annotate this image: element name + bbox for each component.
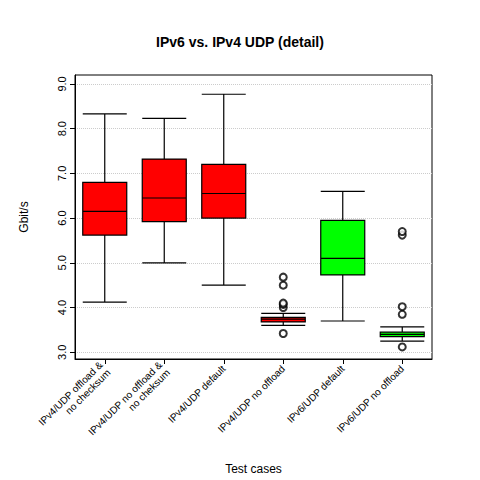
svg-text:5.0: 5.0 [56, 255, 68, 270]
svg-text:IPv4/UDP no offload: IPv4/UDP no offload [216, 363, 287, 434]
svg-text:IPv4/UDP default: IPv4/UDP default [166, 363, 228, 425]
svg-text:IPv4/UDP offload &: IPv4/UDP offload & [36, 359, 105, 428]
svg-text:3.0: 3.0 [56, 345, 68, 360]
svg-text:Test cases: Test cases [225, 462, 282, 476]
svg-text:IPv4/UDP no offload &: IPv4/UDP no offload & [86, 359, 164, 437]
svg-text:IPv6 vs. IPv4 UDP (detail): IPv6 vs. IPv4 UDP (detail) [156, 34, 324, 50]
svg-text:6.0: 6.0 [56, 210, 68, 225]
svg-text:4.0: 4.0 [56, 300, 68, 315]
svg-text:IPv6/UDP default: IPv6/UDP default [285, 363, 347, 425]
svg-text:8.0: 8.0 [56, 121, 68, 136]
svg-text:7.0: 7.0 [56, 166, 68, 181]
svg-text:Gbit/s: Gbit/s [17, 201, 31, 232]
svg-text:9.0: 9.0 [56, 76, 68, 91]
svg-text:no cheksum: no cheksum [126, 367, 172, 413]
svg-text:IPv6/UDP no offload: IPv6/UDP no offload [335, 363, 406, 434]
svg-text:no checksum: no checksum [63, 367, 112, 416]
